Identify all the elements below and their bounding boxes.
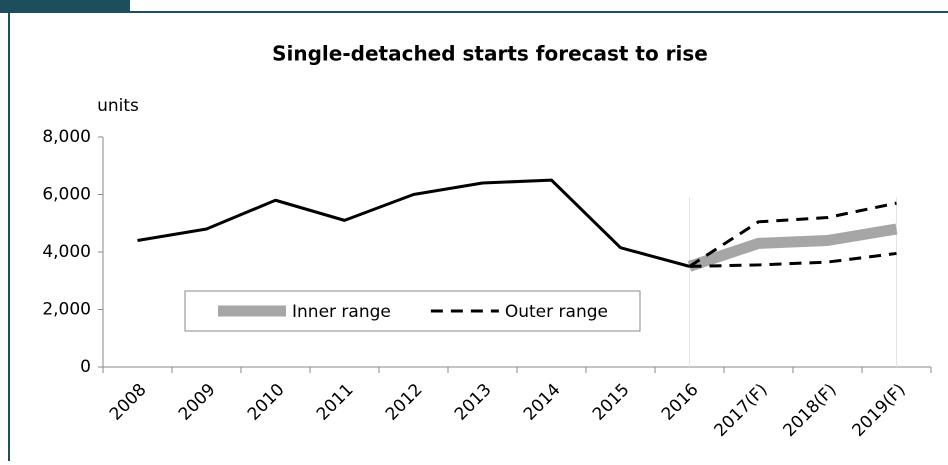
- x-tick-label: 2010: [244, 380, 289, 425]
- y-tick-label: 2,000: [42, 300, 91, 320]
- y-tick-label: 6,000: [42, 185, 91, 205]
- x-tick-label: 2012: [382, 380, 427, 425]
- x-tick-label: 2017(F): [711, 380, 772, 441]
- series-line: [688, 201, 897, 268]
- x-tick-label: 2016: [658, 380, 703, 425]
- x-tick-label: 2018(F): [780, 380, 841, 441]
- x-tick-label: 2013: [451, 380, 496, 425]
- y-axis-label: units: [97, 96, 139, 116]
- series-line: [137, 178, 690, 268]
- series-line: [687, 223, 898, 272]
- series-line-low: [689, 251, 897, 268]
- legend-label: Inner range: [292, 302, 391, 322]
- figure-tab: [0, 0, 130, 12]
- y-tick-label: 8,000: [42, 127, 91, 147]
- x-tick-label: 2014: [520, 380, 565, 425]
- x-tick-label: 2009: [175, 380, 220, 425]
- x-tick-label: 2015: [589, 380, 634, 425]
- legend-label: Outer range: [505, 302, 608, 322]
- chart-title: Single-detached starts forecast to rise: [272, 42, 708, 66]
- x-tick-label: 2019(F): [849, 380, 910, 441]
- x-tick-label: 2008: [106, 380, 151, 425]
- y-tick-label: 0: [80, 357, 91, 377]
- y-tick-label: 4,000: [42, 242, 91, 262]
- x-tick-label: 2011: [313, 380, 358, 425]
